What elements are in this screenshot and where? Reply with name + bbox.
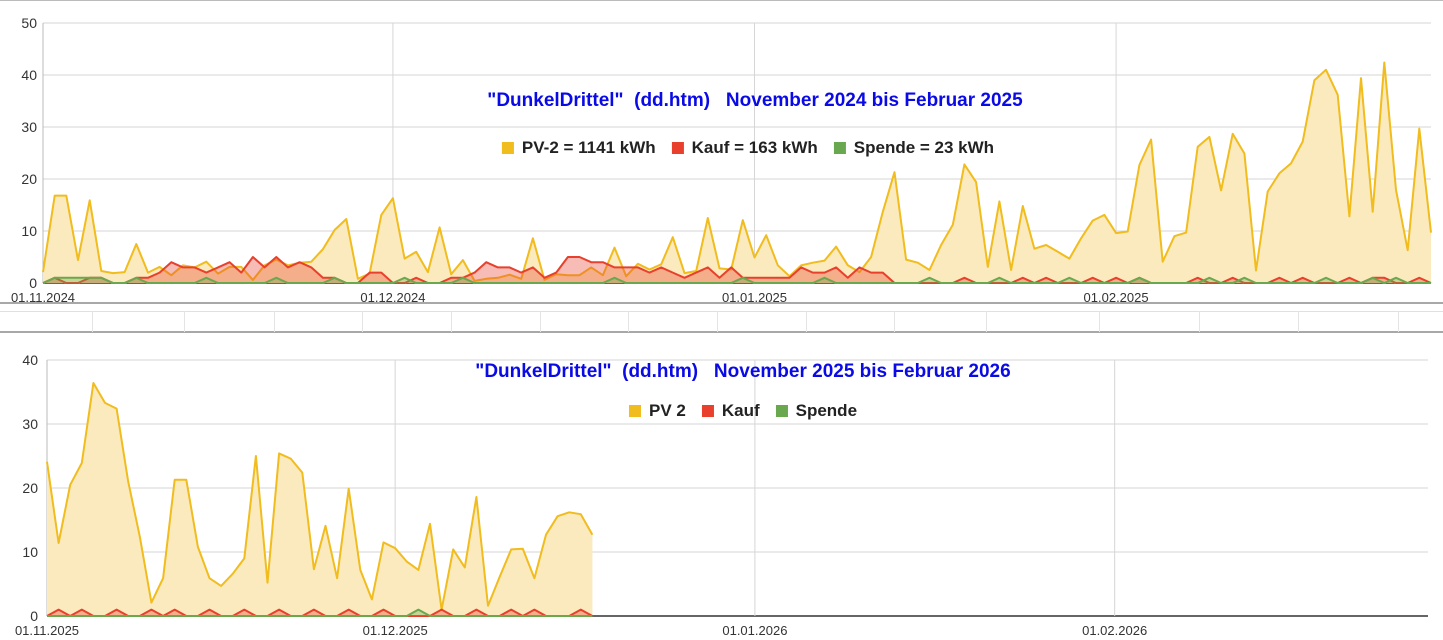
table-cell-divider xyxy=(451,311,452,332)
x-tick-label: 01.12.2024 xyxy=(360,290,425,305)
legend-label: Kauf xyxy=(721,401,760,420)
table-cell-divider xyxy=(274,311,275,332)
divider xyxy=(0,331,1443,333)
x-tick-label: 01.02.2025 xyxy=(1084,290,1149,305)
legend-label: Spende = 23 kWh xyxy=(853,138,995,157)
x-tick-label: 01.11.2025 xyxy=(15,623,79,638)
legend-item-spende[interactable]: Spende = 23 kWh xyxy=(833,138,995,158)
table-cell-divider xyxy=(717,311,718,332)
legend-swatch-icon xyxy=(775,405,788,417)
legend-swatch-icon xyxy=(628,405,641,417)
legend-item-kauf[interactable]: Kauf = 163 kWh xyxy=(671,138,818,158)
table-cell-divider xyxy=(540,311,541,332)
y-tick-label: 0 xyxy=(29,275,37,291)
legend-item-spende[interactable]: Spende xyxy=(775,401,858,421)
divider xyxy=(0,302,1443,304)
legend-swatch-icon xyxy=(671,142,684,154)
y-tick-label: 10 xyxy=(21,223,37,239)
x-tick-label: 01.02.2026 xyxy=(1082,623,1147,638)
y-tick-label: 20 xyxy=(21,171,37,187)
legend-item-kauf[interactable]: Kauf xyxy=(701,401,760,421)
series-line-spende xyxy=(42,276,1431,284)
y-tick-label: 10 xyxy=(22,544,38,560)
y-tick-label: 40 xyxy=(21,67,37,83)
chart-title-2: "DunkelDrittel" (dd.htm) November 2025 b… xyxy=(475,361,1011,382)
series-line-spende xyxy=(47,608,593,617)
table-cell-divider xyxy=(1199,311,1200,332)
legend-label: Kauf = 163 kWh xyxy=(691,138,818,157)
legend-2: PV 2 Kauf Spende xyxy=(628,401,858,421)
legend-label: PV 2 xyxy=(648,401,686,420)
y-tick-label: 30 xyxy=(21,119,37,135)
y-tick-label: 50 xyxy=(21,15,37,31)
series-line-pv-2 xyxy=(46,382,594,611)
legend-1: PV-2 = 1141 kWh Kauf = 163 kWh Spende = … xyxy=(501,138,995,158)
divider xyxy=(0,311,1443,312)
series-line-kauf xyxy=(42,256,1432,284)
x-tick-label: 01.01.2025 xyxy=(722,290,787,305)
table-cell-divider xyxy=(92,311,93,332)
y-tick-label: 30 xyxy=(22,416,38,432)
legend-item-pv[interactable]: PV-2 = 1141 kWh xyxy=(501,138,656,158)
legend-swatch-icon xyxy=(701,405,714,417)
x-tick-label: 01.11.2024 xyxy=(11,290,75,305)
series-area-pv-2 xyxy=(43,62,1431,283)
chart-title-1: "DunkelDrittel" (dd.htm) November 2024 b… xyxy=(487,90,1023,111)
table-cell-divider xyxy=(894,311,895,332)
table-cell-divider xyxy=(184,311,185,332)
y-tick-label: 0 xyxy=(30,608,38,624)
table-cell-divider xyxy=(806,311,807,332)
series-line-pv-2 xyxy=(42,61,1432,282)
top-border xyxy=(0,0,1443,1)
legend-swatch-icon xyxy=(833,142,846,154)
table-cell-divider xyxy=(1099,311,1100,332)
y-tick-label: 40 xyxy=(22,352,38,368)
x-tick-label: 01.01.2026 xyxy=(722,623,787,638)
legend-label: PV-2 = 1141 kWh xyxy=(521,138,656,157)
legend-item-pv[interactable]: PV 2 xyxy=(628,401,686,421)
x-tick-label: 01.12.2025 xyxy=(363,623,428,638)
table-cell-divider xyxy=(1398,311,1399,332)
table-cell-divider xyxy=(628,311,629,332)
table-cell-divider xyxy=(986,311,987,332)
series-area-kauf xyxy=(43,257,1431,283)
y-tick-label: 20 xyxy=(22,480,38,496)
table-cell-divider xyxy=(1298,311,1299,332)
series-area-pv-2 xyxy=(47,383,593,616)
legend-swatch-icon xyxy=(501,142,514,154)
table-cell-divider xyxy=(362,311,363,332)
legend-label: Spende xyxy=(795,401,858,420)
